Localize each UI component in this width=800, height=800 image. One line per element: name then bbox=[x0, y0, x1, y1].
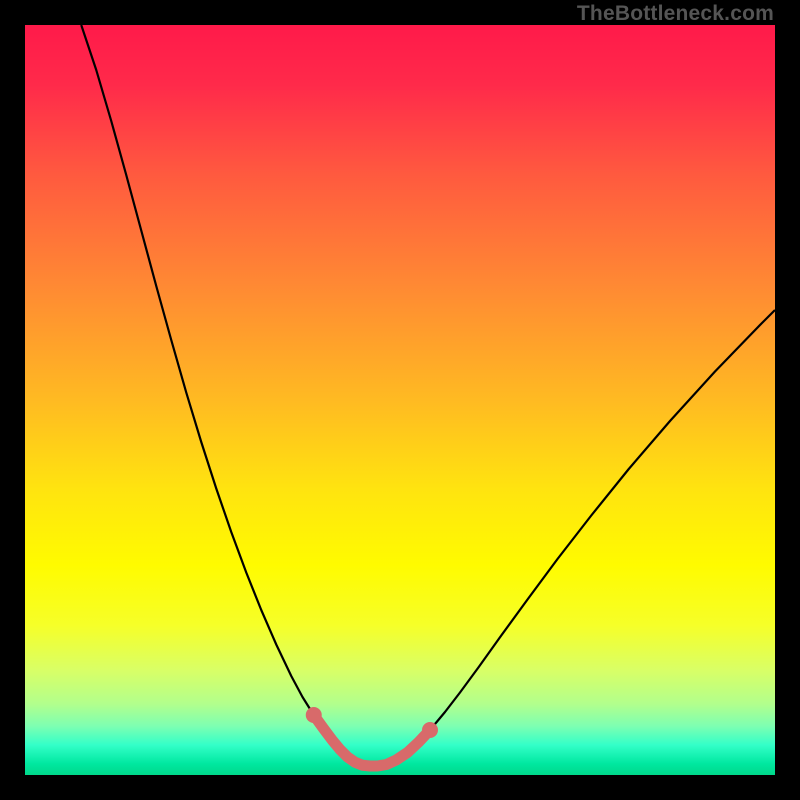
outer-frame: TheBottleneck.com bbox=[0, 0, 800, 800]
highlight-line bbox=[314, 715, 430, 766]
highlight-end-left bbox=[306, 707, 322, 723]
watermark-text: TheBottleneck.com bbox=[577, 2, 774, 26]
plot-area bbox=[25, 25, 775, 775]
chart-svg bbox=[25, 25, 775, 775]
v-curve-line bbox=[81, 25, 775, 766]
highlight-end-right bbox=[422, 722, 438, 738]
